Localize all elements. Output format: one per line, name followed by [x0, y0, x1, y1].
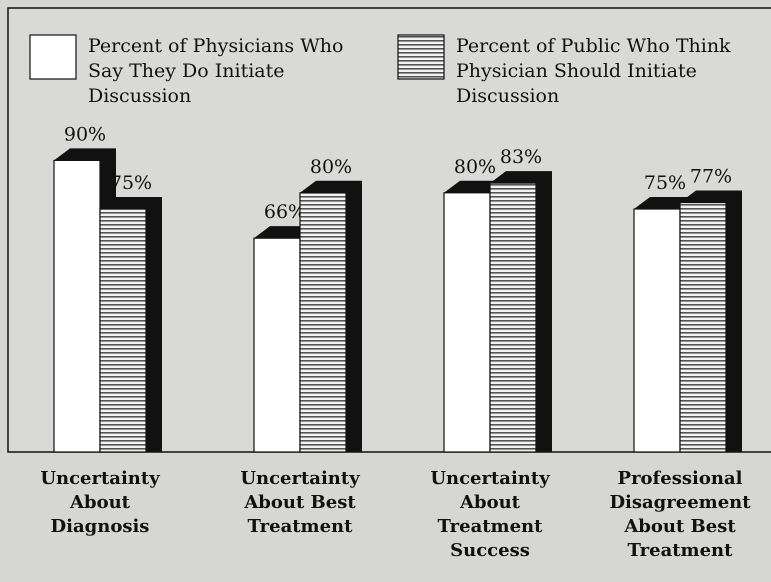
bar: [53, 159, 101, 453]
legend-swatch: [397, 34, 445, 80]
bar: [633, 208, 681, 453]
value-label: 66%: [264, 201, 306, 223]
bar: [443, 192, 491, 453]
value-label: 80%: [454, 156, 496, 178]
bar: [253, 237, 301, 453]
legend-label: Percent of Public Who Think Physician Sho…: [456, 35, 731, 107]
value-label: 90%: [64, 123, 106, 145]
value-label: 80%: [310, 156, 352, 178]
x-tick-label: Uncertainty About Best Treatment: [240, 468, 360, 537]
legend-label: Percent of Physicians Who Say They Do Ini…: [88, 35, 343, 107]
legend-swatch: [29, 34, 77, 80]
x-tick-label: Uncertainty About Treatment Success: [430, 468, 550, 561]
bar: [299, 192, 347, 453]
bar: [679, 201, 727, 453]
value-label: 77%: [690, 166, 732, 188]
x-tick-label: Uncertainty About Diagnosis: [40, 468, 160, 537]
x-tick-label: Professional Disagreement About Best Treatm…: [609, 468, 751, 561]
value-label: 83%: [500, 146, 542, 168]
bar: [99, 208, 147, 453]
value-label: 75%: [644, 172, 686, 194]
value-label: 75%: [110, 172, 152, 194]
bar: [489, 182, 537, 453]
